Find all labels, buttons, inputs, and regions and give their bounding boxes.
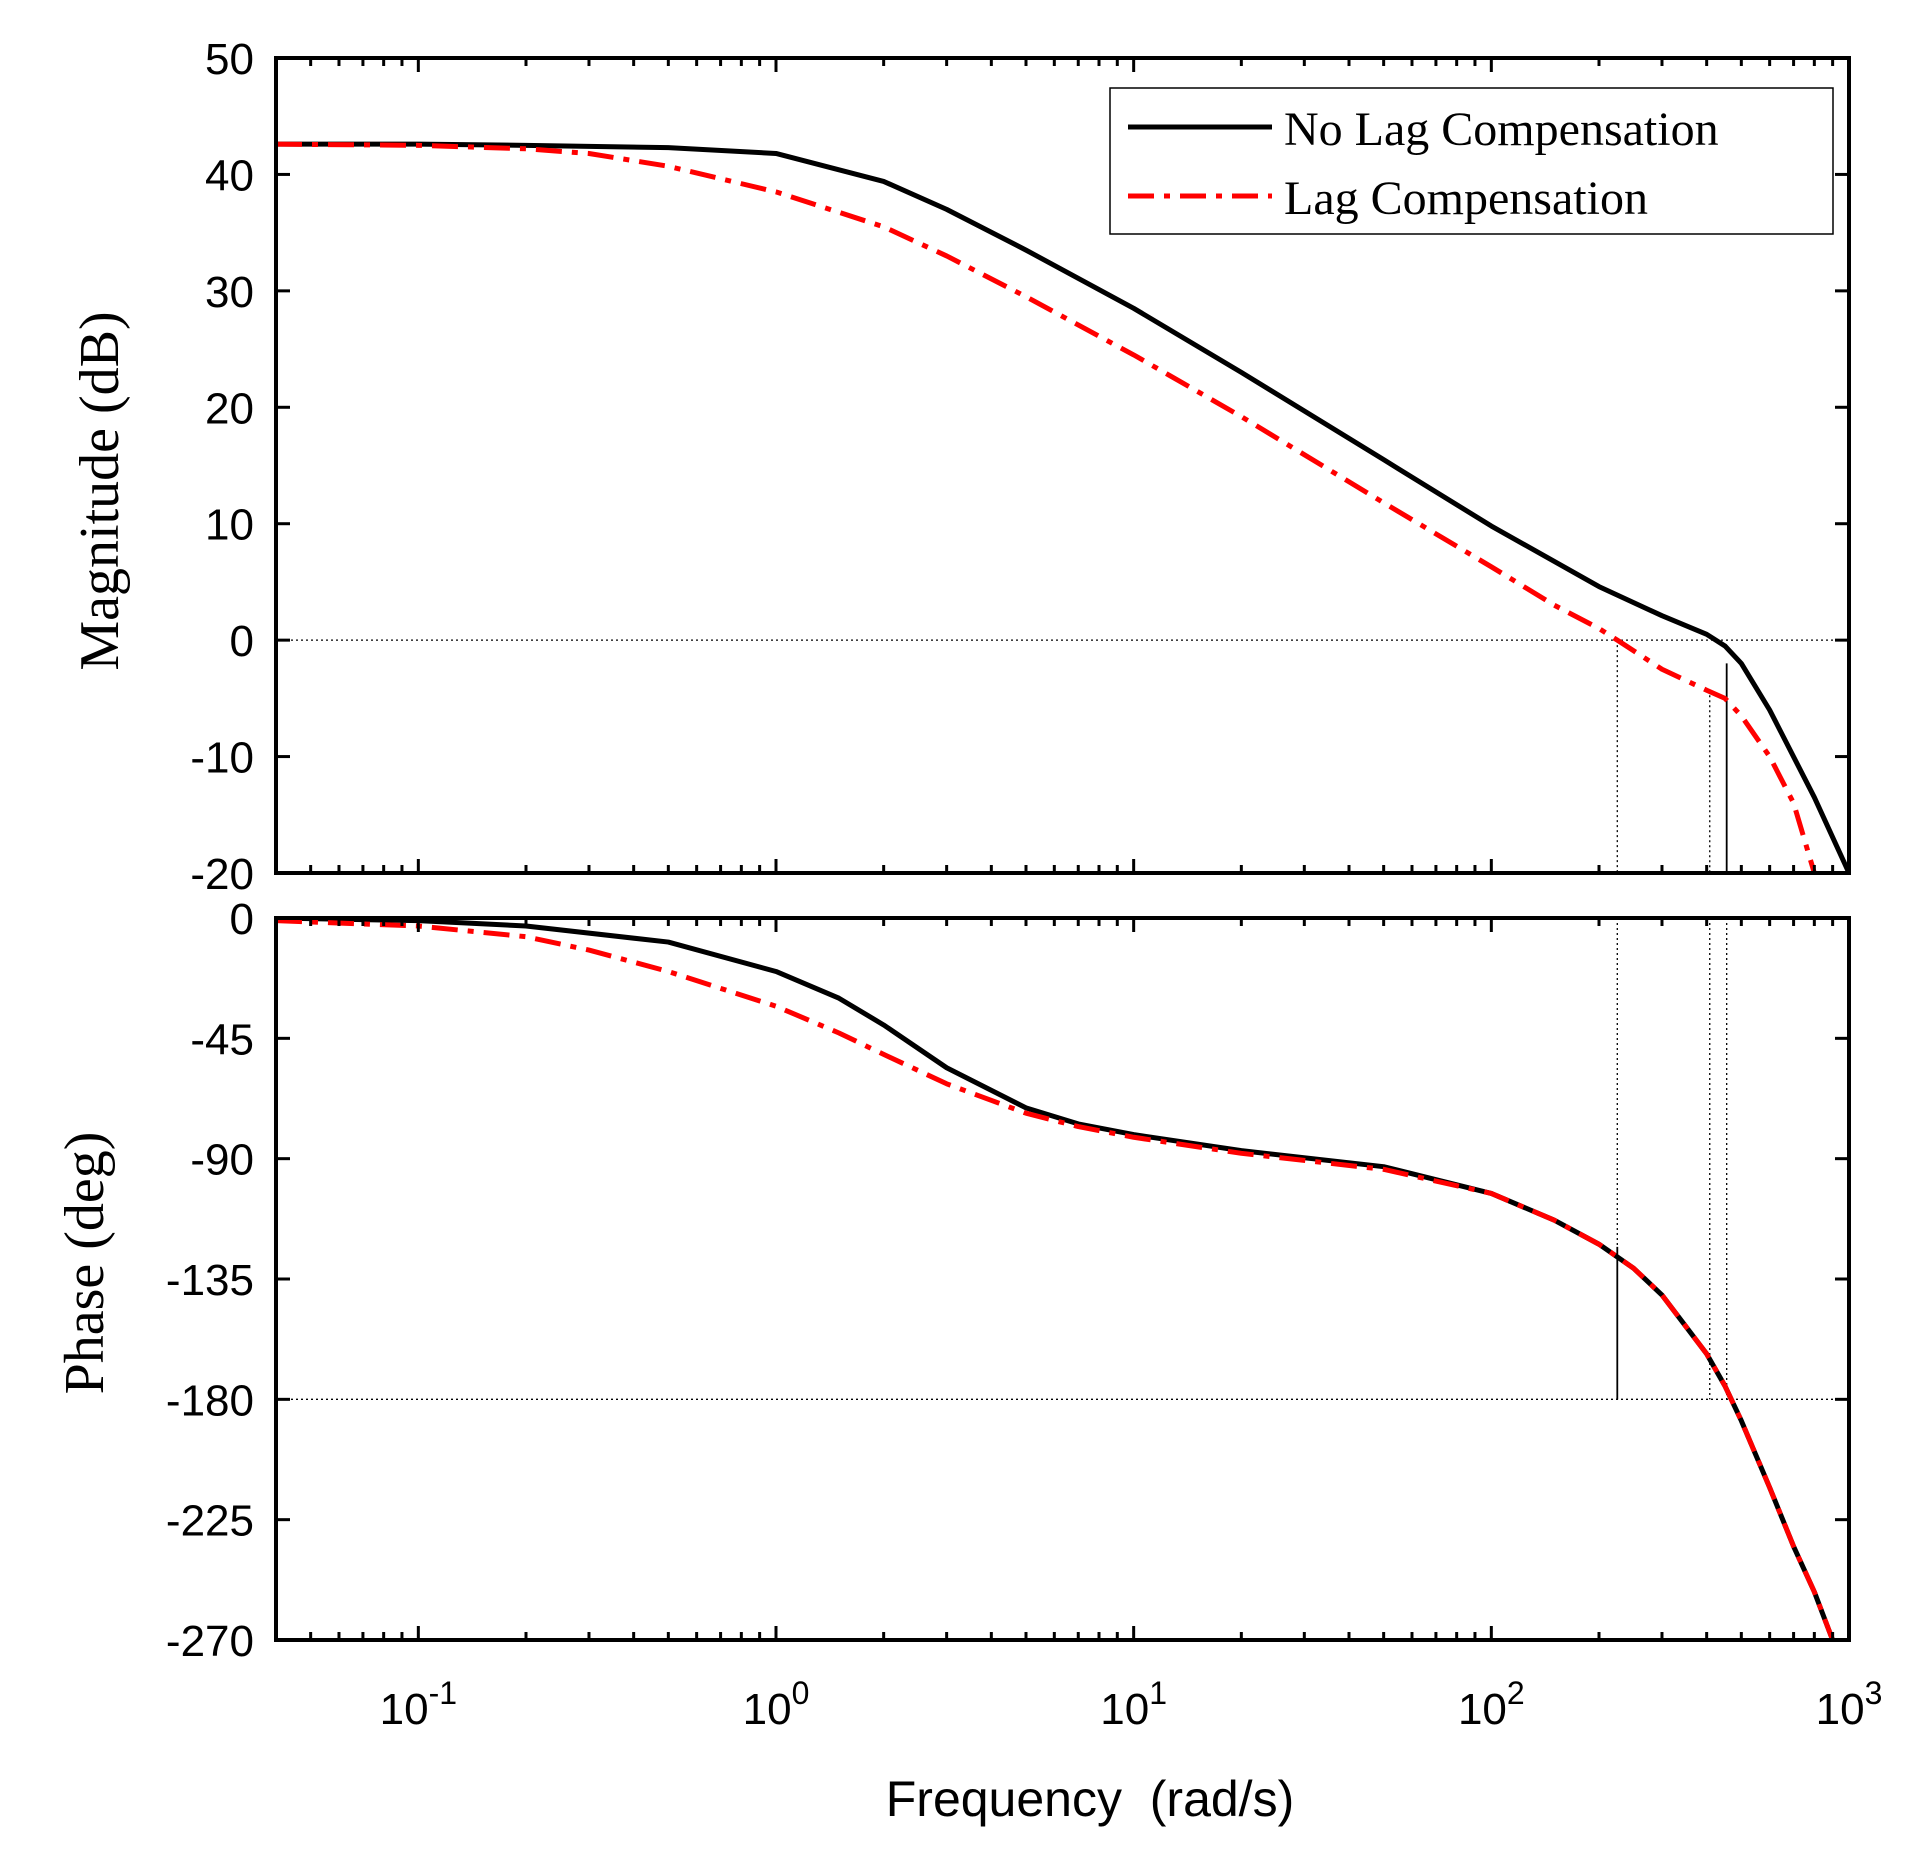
series-line-lag-compensation (276, 918, 1835, 1640)
y-tick-label: -135 (166, 1256, 254, 1305)
x-tick-label: 100 (743, 1675, 810, 1734)
y-tick-label: 20 (205, 384, 254, 433)
y-tick-label: -270 (166, 1617, 254, 1666)
y-tick-label: -45 (190, 1015, 254, 1064)
phase-panel: 0 -45 -90 -135 -180 -225 -270 10-1 100 101 102 103… (54, 895, 1882, 1827)
phase-ylabel: Phase (deg) (54, 1132, 116, 1395)
x-tick-label: 10-1 (380, 1675, 457, 1734)
y-tick-label: 30 (205, 268, 254, 317)
y-tick-label: -20 (190, 850, 254, 899)
legend: No Lag Compensation Lag Compensation (1109, 87, 1834, 235)
phase-axes-frame (274, 916, 1851, 1642)
y-tick-label: -180 (166, 1376, 254, 1425)
y-tick-label: 0 (230, 895, 254, 944)
series-line-lag-compensation (276, 141, 1817, 873)
legend-label-lag: Lag Compensation (1284, 172, 1648, 225)
series-line-no-lag-compensation (276, 918, 1835, 1640)
x-tick-label: 101 (1100, 1675, 1167, 1734)
y-tick-label: -10 (190, 734, 254, 783)
x-tick-label: 102 (1458, 1675, 1525, 1734)
y-tick-label: 10 (205, 501, 254, 550)
y-tick-label: 0 (230, 617, 254, 666)
y-tick-label: 50 (205, 35, 254, 84)
frequency-xlabel: Frequency (rad/s) (886, 1771, 1294, 1827)
y-tick-label: -225 (166, 1497, 254, 1546)
magnitude-ylabel: Magnitude (dB) (69, 311, 131, 670)
y-tick-label: -90 (190, 1136, 254, 1185)
legend-label-no-lag: No Lag Compensation (1284, 103, 1719, 156)
legend-box (1109, 87, 1834, 235)
y-tick-label: 40 (205, 151, 254, 200)
magnitude-panel: 50 40 30 20 10 0 -10 -20 Magnitude (dB) No Lag … (69, 35, 1851, 899)
magnitude-axes-frame (274, 56, 1851, 875)
x-tick-label: 103 (1816, 1675, 1883, 1734)
series-line-no-lag-compensation (276, 141, 1849, 873)
